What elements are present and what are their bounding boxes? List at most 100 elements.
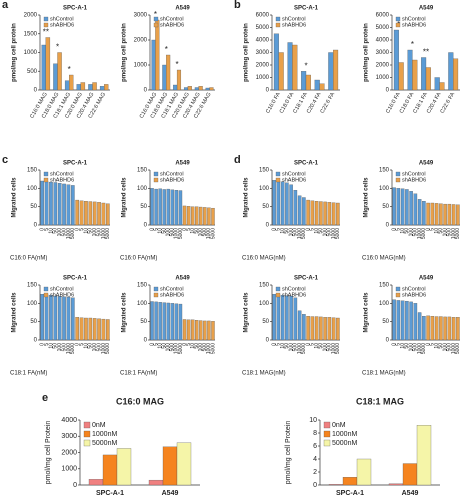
annotation: * <box>411 40 414 49</box>
bar <box>400 300 405 341</box>
bar <box>88 479 104 486</box>
y-axis-label: Migrated cells <box>244 177 250 218</box>
x-tick-label: 5 <box>79 343 85 346</box>
x-tick-label: 1000 <box>206 343 212 354</box>
bar <box>57 52 62 91</box>
x-tick-label: 10 <box>280 343 286 349</box>
x-tick-label: 1000 <box>451 228 457 239</box>
legend-swatch <box>43 177 49 183</box>
bar <box>203 207 207 226</box>
y-tick-label: 100 <box>137 301 148 307</box>
bar <box>170 189 175 226</box>
panel-letter: e <box>42 392 48 404</box>
bar <box>211 321 215 341</box>
x-tick-label: 0 <box>182 228 188 231</box>
x-axis-label: C16:0 FA(nM) <box>10 256 47 262</box>
bar <box>178 190 183 226</box>
bar <box>443 316 447 341</box>
legend-swatch <box>275 171 281 177</box>
y-tick-label: 150 <box>259 168 270 174</box>
bar <box>207 320 211 341</box>
bar <box>106 203 110 226</box>
y-tick-label: 0 <box>34 338 38 344</box>
x-tick-label: 500 <box>202 343 208 352</box>
x-tick-label: 50 <box>194 228 200 234</box>
bar <box>176 69 182 91</box>
y-tick-label: 150 <box>259 283 270 289</box>
chart-title: A549 <box>175 161 190 167</box>
y-tick-label: 0 <box>34 88 38 94</box>
x-axis-label: C18:1 MAG(nM) <box>362 371 406 377</box>
bar <box>301 71 307 91</box>
x-tick-label: 100 <box>198 228 204 237</box>
bar <box>323 201 327 226</box>
bar <box>327 202 332 226</box>
x-tick-label: 100 <box>408 228 414 237</box>
bar <box>434 203 439 226</box>
bar <box>102 454 118 486</box>
bar <box>44 294 49 341</box>
y-tick-label: 100 <box>259 186 270 192</box>
x-tick-label: 0 <box>75 228 81 231</box>
y-tick-label: 0 <box>386 88 390 94</box>
y-axis-label: Migrated cells <box>122 177 128 218</box>
panel-letter: b <box>234 0 241 11</box>
chart-title: A549 <box>419 161 434 167</box>
bar <box>150 301 154 341</box>
x-tick-label: 1000 <box>101 343 107 354</box>
x-tick-label: 10 <box>400 228 406 234</box>
y-tick-label: 0 <box>144 338 148 344</box>
y-tick-label: 6000 <box>256 13 270 19</box>
x-tick-label: 5000 <box>301 343 307 354</box>
x-tick-label: 10 <box>83 228 89 234</box>
y-tick-label: 50 <box>140 204 147 210</box>
legend-label: shControl <box>282 16 306 22</box>
bar <box>88 317 93 341</box>
x-tick-label: 10 <box>400 343 406 349</box>
bar <box>453 58 459 91</box>
bar <box>174 190 179 226</box>
bar <box>278 52 284 91</box>
bar <box>84 201 88 226</box>
legend-swatch <box>153 292 159 298</box>
bar <box>195 320 199 341</box>
x-tick-label: 50 <box>318 228 324 234</box>
x-tick-label: 1000 <box>417 228 423 239</box>
legend-swatch <box>83 439 91 447</box>
x-tick-label: 10 <box>314 228 320 234</box>
bar <box>158 302 162 341</box>
bar <box>319 201 323 226</box>
x-tick-label: 1000 <box>297 228 303 239</box>
bar <box>97 202 101 226</box>
x-tick-label: 5000 <box>335 343 341 354</box>
bar <box>297 195 302 226</box>
y-tick-label: 50 <box>262 204 269 210</box>
y-tick-label: 100 <box>27 301 38 307</box>
y-tick-label: 150 <box>137 283 148 289</box>
x-tick-label: 50 <box>88 343 94 349</box>
x-tick-label: 5000 <box>210 228 216 239</box>
bar <box>273 33 279 91</box>
y-tick-label: 150 <box>137 168 148 174</box>
x-tick-label: 50 <box>53 228 59 234</box>
bar <box>293 297 298 341</box>
x-tick-label: 0 <box>391 228 397 231</box>
y-tick-label: 10 <box>309 417 317 424</box>
x-tick-label: 500 <box>413 228 419 237</box>
y-tick-label: 0 <box>266 88 270 94</box>
legend-swatch <box>275 16 281 22</box>
bar <box>66 296 71 341</box>
x-tick-label: 5000 <box>421 343 427 354</box>
x-tick-label: 0 <box>149 343 155 346</box>
x-tick-label: 5 <box>430 228 436 231</box>
chart-title: SPC-A-1 <box>294 6 319 12</box>
legend-label: 5000nM <box>92 440 117 447</box>
y-axis-label: pmol/mg cell protein <box>364 23 370 82</box>
bar <box>178 303 183 341</box>
bar <box>64 80 70 91</box>
bar <box>99 86 105 91</box>
legend-swatch <box>323 421 331 429</box>
bar <box>101 202 106 226</box>
y-tick-label: 3000 <box>134 13 148 19</box>
